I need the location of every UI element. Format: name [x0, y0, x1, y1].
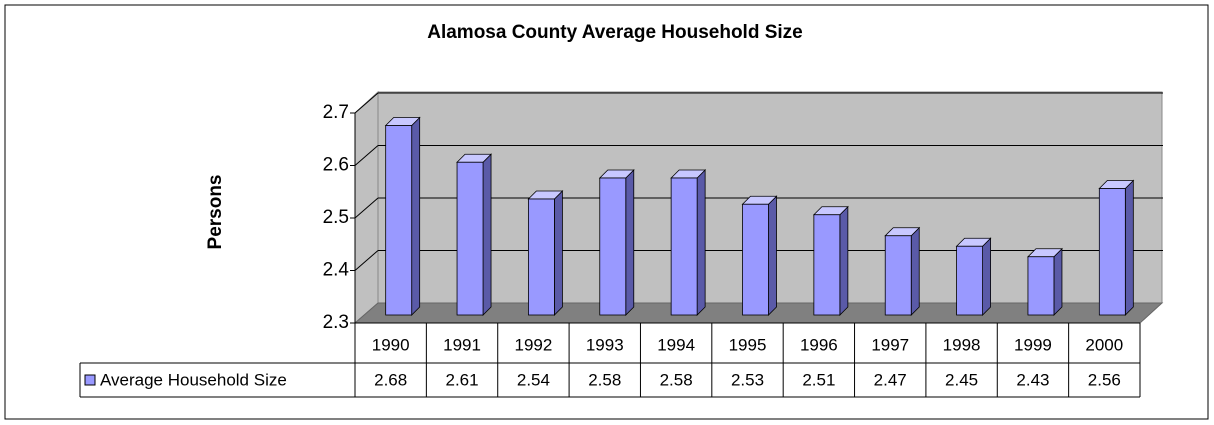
grid-line — [354, 92, 379, 114]
data-label: 2.61 — [445, 370, 478, 389]
bar — [956, 245, 983, 316]
bar-side — [910, 226, 920, 316]
data-label: 2.58 — [660, 370, 693, 389]
bar — [1027, 256, 1055, 316]
bar — [385, 125, 413, 316]
bar — [884, 235, 912, 316]
bar — [813, 214, 841, 316]
y-tick-label: 2.7 — [323, 102, 349, 123]
bar-side — [1124, 179, 1134, 316]
y-axis-label: Persons — [205, 175, 226, 250]
bar-side — [768, 195, 777, 316]
x-tick-label: 1998 — [943, 335, 981, 354]
x-tick-label: 1991 — [443, 335, 481, 354]
bar-side — [625, 169, 635, 316]
data-label: 2.43 — [1016, 370, 1049, 389]
data-label: 2.68 — [374, 370, 407, 389]
grid-line — [354, 145, 379, 166]
bar-side — [1053, 247, 1063, 316]
y-tick-label: 2.3 — [323, 312, 349, 333]
legend-key — [84, 374, 96, 386]
x-tick-label: 1990 — [372, 335, 410, 354]
chart-title: Alamosa County Average Household Size — [427, 22, 803, 43]
legend-label: Average Household Size — [100, 370, 287, 389]
bar-side — [839, 205, 849, 316]
bar — [528, 198, 555, 316]
bar — [670, 177, 698, 316]
grid-line — [354, 250, 379, 271]
x-tick-label: 1995 — [729, 335, 767, 354]
data-label: 2.47 — [874, 370, 907, 389]
x-tick-label: 1997 — [871, 335, 909, 354]
y-tick-label: 2.4 — [323, 260, 350, 281]
data-label: 2.53 — [731, 370, 764, 389]
bar-side — [482, 153, 492, 316]
data-label: 2.45 — [945, 370, 978, 389]
data-label: 2.58 — [588, 370, 621, 389]
bar-side — [696, 169, 706, 316]
x-tick-label: 1994 — [657, 335, 695, 354]
bar — [1098, 188, 1126, 316]
bar-side — [554, 190, 563, 316]
x-tick-label: 2000 — [1085, 335, 1123, 354]
bar — [742, 203, 769, 316]
y-tick-label: 2.6 — [323, 155, 349, 176]
x-tick-label: 1996 — [800, 335, 838, 354]
data-label: 2.51 — [802, 370, 835, 389]
x-tick-label: 1992 — [514, 335, 552, 354]
data-label: 2.56 — [1088, 370, 1121, 389]
bar-side — [411, 116, 421, 316]
y-tick-label: 2.5 — [323, 207, 349, 228]
x-tick-label: 1993 — [586, 335, 624, 354]
bar-side — [982, 237, 991, 316]
bar — [456, 161, 484, 316]
x-tick-label: 1999 — [1014, 335, 1052, 354]
data-label: 2.54 — [517, 370, 550, 389]
bar — [599, 177, 627, 316]
grid-line — [354, 197, 379, 219]
